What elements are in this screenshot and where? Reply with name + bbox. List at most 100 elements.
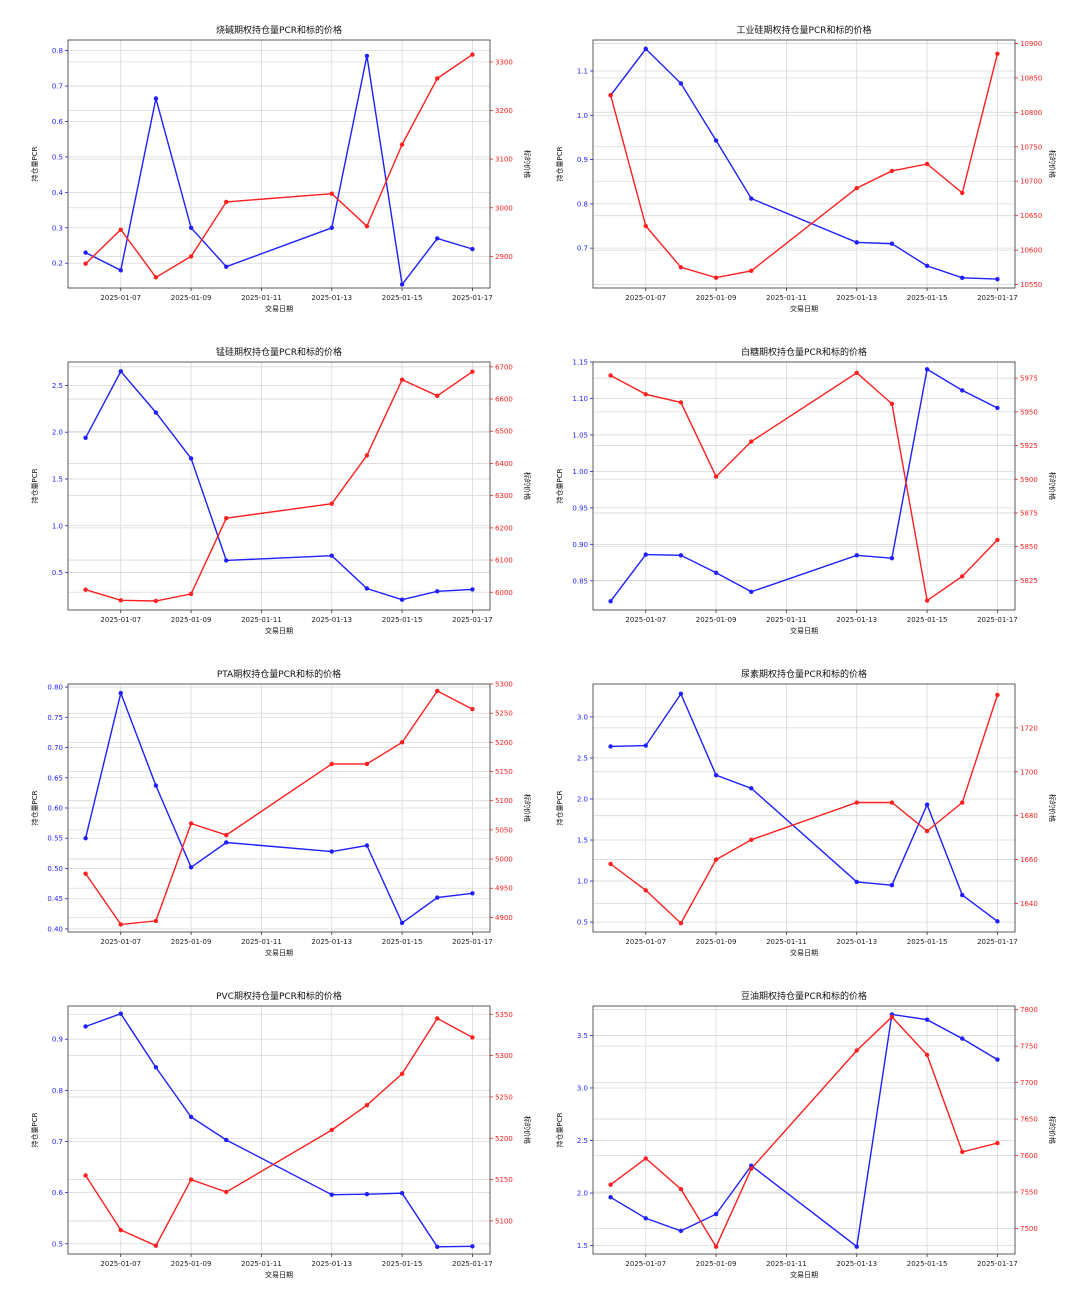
pcr-series-line bbox=[84, 690, 473, 924]
y-axis-label-right: 标的价格 bbox=[1048, 1116, 1057, 1144]
y-tick-label-right: 7750 bbox=[1020, 1043, 1038, 1051]
y-tick-label-left: 1.10 bbox=[572, 395, 588, 403]
y-tick-label-right: 6700 bbox=[495, 363, 513, 371]
x-tick-label: 2025-01-07 bbox=[625, 294, 666, 302]
pcr-data-point bbox=[83, 435, 88, 441]
y-tick-label-right: 10550 bbox=[1020, 281, 1042, 289]
y-tick-label-right: 3200 bbox=[495, 107, 513, 115]
price-data-point bbox=[399, 142, 405, 147]
pcr-data-point bbox=[435, 1244, 440, 1250]
y-tick-label-left: 3.5 bbox=[577, 1032, 588, 1040]
y-axis-label-right: 标的价格 bbox=[523, 1116, 532, 1144]
y-tick-label-left: 2.0 bbox=[52, 429, 63, 437]
price-data-point bbox=[118, 227, 123, 232]
x-tick-label: 2025-01-13 bbox=[836, 1260, 877, 1268]
x-tick-label: 2025-01-17 bbox=[452, 616, 493, 624]
plot-frame bbox=[592, 361, 1016, 611]
y-tick-label-right: 10600 bbox=[1020, 247, 1042, 255]
pcr-data-point bbox=[329, 553, 334, 558]
pcr-data-point bbox=[960, 892, 965, 898]
y-tick-label-left: 0.70 bbox=[47, 744, 63, 752]
price-data-point bbox=[364, 761, 370, 767]
y-tick-label-right: 1680 bbox=[1020, 812, 1038, 820]
price-data-point bbox=[960, 574, 965, 579]
pcr-data-point bbox=[678, 553, 684, 558]
price-data-point bbox=[399, 1071, 405, 1076]
x-tick-label: 2025-01-07 bbox=[100, 938, 141, 946]
y-tick-label-left: 0.8 bbox=[52, 1087, 63, 1095]
price-data-point bbox=[329, 1127, 334, 1133]
plot-frame bbox=[67, 683, 491, 933]
pcr-series-line bbox=[84, 370, 473, 601]
x-tick-label: 2025-01-07 bbox=[100, 294, 141, 302]
y-axis-label-right: 标的价格 bbox=[523, 472, 532, 500]
price-data-point bbox=[924, 828, 930, 834]
pcr-data-point bbox=[153, 96, 159, 101]
pcr-data-point bbox=[678, 1228, 684, 1234]
y-tick-label-right: 10900 bbox=[1020, 40, 1042, 48]
x-tick-label: 2025-01-11 bbox=[766, 938, 807, 946]
y-tick-label-left: 0.80 bbox=[47, 684, 63, 692]
x-tick-label: 2025-01-15 bbox=[907, 1260, 948, 1268]
y-tick-label-left: 0.7 bbox=[52, 1138, 63, 1146]
chart-panel: 2025-01-07 2025-01-09 2025-01-11 2025-01-13… bbox=[15, 986, 535, 1286]
pcr-data-point bbox=[643, 1216, 648, 1221]
y-tick-label-left: 0.5 bbox=[577, 919, 588, 927]
pcr-data-point bbox=[854, 1244, 859, 1249]
pcr-data-point bbox=[188, 225, 194, 230]
y-tick-label-left: 0.4 bbox=[52, 189, 64, 197]
y-tick-label-left: 1.5 bbox=[52, 475, 63, 483]
pcr-series-line bbox=[610, 368, 998, 602]
y-tick-label-left: 0.9 bbox=[577, 156, 588, 164]
pcr-data-point bbox=[749, 786, 754, 791]
y-tick-label-right: 5150 bbox=[495, 768, 513, 776]
y-tick-label-right: 5100 bbox=[495, 797, 513, 805]
y-tick-label-right: 5900 bbox=[1020, 476, 1038, 484]
pcr-data-point bbox=[364, 1191, 370, 1197]
price-data-point bbox=[435, 393, 440, 399]
y-tick-label-right: 7650 bbox=[1020, 1116, 1038, 1124]
y-tick-label-right: 5350 bbox=[495, 1011, 513, 1019]
pcr-data-point bbox=[83, 836, 88, 841]
x-tick-label: 2025-01-13 bbox=[836, 938, 877, 946]
x-tick-label: 2025-01-15 bbox=[382, 1260, 423, 1268]
x-tick-label: 2025-01-15 bbox=[382, 616, 423, 624]
y-tick-label-left: 0.90 bbox=[572, 541, 588, 549]
price-data-point bbox=[399, 377, 405, 382]
chart-svg: 2025-01-07 2025-01-09 2025-01-11 2025-01-13… bbox=[555, 990, 1057, 1279]
x-tick-label: 2025-01-17 bbox=[452, 294, 493, 302]
x-tick-label: 2025-01-17 bbox=[452, 1260, 493, 1268]
pcr-data-point bbox=[470, 891, 475, 896]
x-tick-label: 2025-01-13 bbox=[836, 616, 877, 624]
chart-svg: 2025-01-07 2025-01-09 2025-01-11 2025-01-13… bbox=[555, 668, 1057, 957]
price-series-line bbox=[609, 53, 999, 279]
y-tick-label-right: 7800 bbox=[1020, 1006, 1038, 1014]
price-data-point bbox=[854, 370, 859, 375]
x-tick-label: 2025-01-11 bbox=[241, 938, 282, 946]
y-tick-label-left: 0.40 bbox=[47, 925, 63, 933]
plot-frame bbox=[592, 1005, 1016, 1255]
price-data-point bbox=[329, 191, 334, 196]
y-tick-label-left: 1.5 bbox=[577, 837, 588, 845]
price-data-point bbox=[924, 161, 930, 167]
price-data-point bbox=[749, 439, 754, 444]
pcr-data-point bbox=[399, 282, 405, 287]
price-data-point bbox=[83, 871, 88, 876]
y-tick-label-right: 2900 bbox=[495, 253, 513, 261]
y-axis-label-left: 持仓量PCR bbox=[555, 468, 564, 503]
chart-svg: 2025-01-07 2025-01-09 2025-01-11 2025-01-13… bbox=[30, 668, 532, 957]
pcr-data-point bbox=[924, 1017, 930, 1022]
pcr-series-line bbox=[610, 47, 998, 280]
y-tick-label-left: 1.00 bbox=[572, 468, 588, 476]
chart-panel: 2025-01-07 2025-01-09 2025-01-11 2025-01-13… bbox=[540, 342, 1060, 642]
price-data-point bbox=[889, 401, 895, 406]
y-axis-label-right: 标的价格 bbox=[523, 150, 532, 178]
x-tick-label: 2025-01-09 bbox=[171, 294, 212, 302]
x-tick-label: 2025-01-09 bbox=[696, 616, 737, 624]
y-tick-label-left: 0.9 bbox=[52, 1036, 63, 1044]
x-tick-label: 2025-01-13 bbox=[311, 616, 352, 624]
pcr-data-point bbox=[399, 597, 405, 602]
y-tick-label-right: 10800 bbox=[1020, 109, 1042, 117]
x-axis-label: 交易日期 bbox=[265, 626, 293, 635]
y-tick-label-left: 0.5 bbox=[52, 153, 63, 161]
